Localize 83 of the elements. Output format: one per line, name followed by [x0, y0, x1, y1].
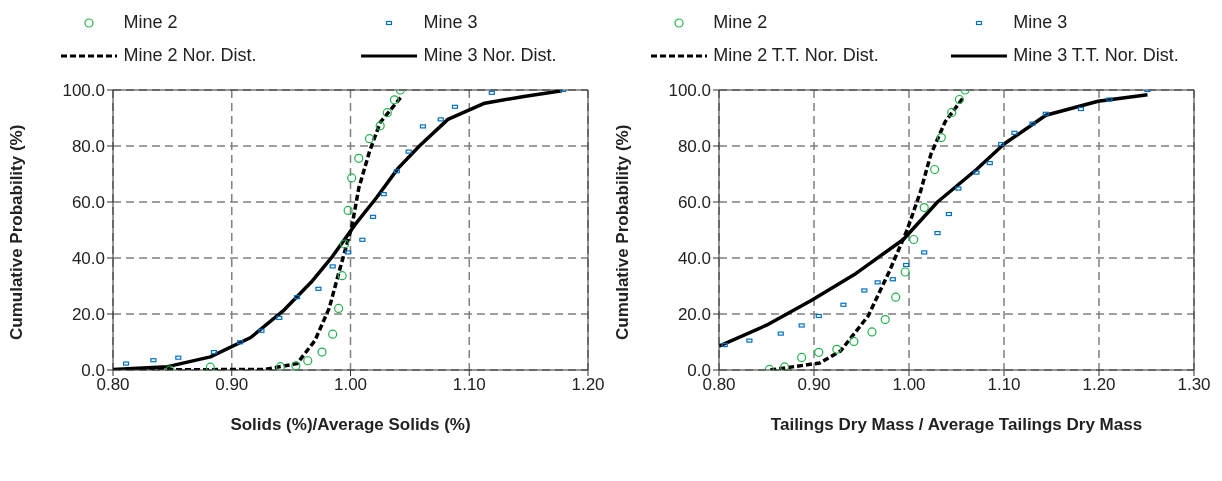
point — [797, 352, 807, 362]
x-tick-label: 1.00 — [333, 375, 368, 395]
point — [359, 237, 366, 242]
point — [343, 205, 353, 215]
x-tick-label: 0.90 — [215, 375, 249, 395]
y-tick-label: 80.0 — [677, 137, 711, 157]
point — [303, 356, 313, 366]
x-tick-label: 1.20 — [1082, 375, 1116, 395]
point — [874, 280, 881, 285]
y-tick-label: 100.0 — [62, 81, 105, 101]
y-tick-label: 60.0 — [677, 193, 711, 213]
point — [849, 336, 859, 347]
x-axis-title: Tailings Dry Mass / Average Tailings Dry Mass — [770, 415, 1143, 434]
point — [205, 362, 215, 370]
point — [437, 117, 444, 122]
x-axis-title: Solids (%)/Average Solids (%) — [230, 415, 471, 434]
point — [334, 303, 344, 313]
point — [364, 134, 375, 144]
legend-label: Mine 2 — [713, 12, 768, 33]
point — [973, 170, 980, 175]
x-tick-label: 0.90 — [797, 375, 831, 395]
point — [891, 292, 901, 302]
point — [405, 149, 412, 154]
point — [919, 203, 929, 213]
point — [328, 329, 338, 339]
point — [832, 344, 842, 354]
point — [337, 271, 347, 281]
legend-label: Mine 2 Nor. Dist. — [123, 45, 257, 66]
point — [777, 331, 784, 336]
point — [840, 302, 847, 307]
point — [955, 186, 962, 191]
point — [900, 267, 910, 277]
point — [861, 288, 868, 293]
point — [954, 94, 964, 105]
x-tick-label: 1.10 — [452, 375, 486, 395]
x-tick-label: 1.20 — [571, 375, 605, 395]
point — [880, 315, 890, 325]
point — [867, 327, 877, 337]
legend-label: Mine 2 T.T. Nor. Dist. — [713, 45, 879, 66]
x-tick-label: 1.00 — [892, 375, 926, 395]
x-tick-label: 1.30 — [1177, 375, 1211, 395]
x-tick-label: 1.10 — [987, 375, 1021, 395]
y-axis-title: Cumulative Probability (%) — [613, 124, 633, 340]
point — [798, 323, 805, 328]
y-tick-label: 40.0 — [677, 249, 711, 269]
point — [909, 234, 919, 245]
point — [317, 347, 327, 357]
point — [347, 173, 357, 183]
point — [275, 362, 286, 370]
point — [1106, 97, 1113, 102]
point — [814, 347, 824, 357]
point — [329, 264, 336, 269]
point — [936, 133, 946, 143]
point — [746, 338, 753, 343]
y-axis-title: Cumulative Probability (%) — [7, 124, 27, 340]
point — [339, 239, 350, 249]
point — [315, 286, 322, 291]
legend-label: Mine 3 Nor. Dist. — [423, 45, 557, 66]
point — [1011, 130, 1018, 135]
y-tick-label: 100.0 — [668, 81, 711, 101]
legend-label: Mine 3 — [423, 12, 478, 33]
point — [382, 108, 392, 118]
y-tick-label: 40.0 — [71, 249, 105, 269]
point — [150, 358, 157, 363]
point — [258, 328, 265, 333]
legend-label: Mine 3 — [1013, 12, 1068, 33]
y-tick-label: 60.0 — [71, 193, 105, 213]
point — [921, 250, 928, 255]
point — [947, 107, 957, 117]
y-tick-label: 80.0 — [71, 137, 105, 157]
point — [779, 362, 790, 370]
point — [930, 164, 940, 175]
point — [354, 153, 364, 163]
point — [291, 361, 301, 370]
point — [375, 121, 385, 131]
point — [345, 250, 352, 255]
point — [1029, 121, 1036, 126]
y-tick-label: 20.0 — [677, 305, 711, 325]
legend-label: Mine 2 — [123, 12, 178, 33]
legend-label: Mine 3 T.T. Nor. Dist. — [1013, 45, 1179, 66]
point — [934, 230, 941, 236]
y-tick-label: 20.0 — [71, 305, 105, 325]
point — [389, 95, 400, 105]
